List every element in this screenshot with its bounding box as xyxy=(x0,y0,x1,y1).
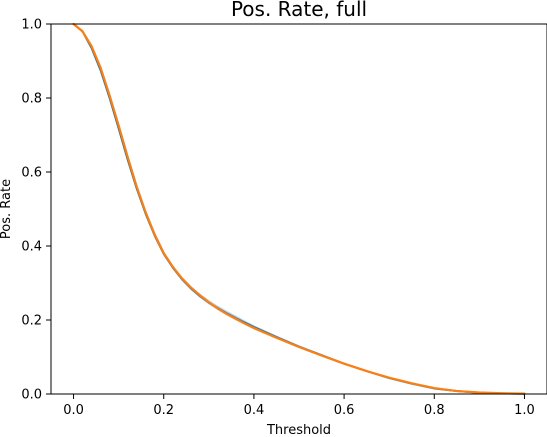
chart-title: Pos. Rate, full xyxy=(231,0,367,21)
x-tick-label: 0.2 xyxy=(153,403,174,418)
y-tick-label: 0.6 xyxy=(21,166,42,181)
y-tick-label: 0.0 xyxy=(21,388,42,403)
x-tick-label: 0.8 xyxy=(424,403,445,418)
axes-frame xyxy=(50,23,547,395)
x-tick-label: 0.4 xyxy=(244,403,265,418)
x-axis-ticks: 0.0 0.2 0.4 0.6 0.8 1.0 xyxy=(63,394,535,418)
y-axis-label: Pos. Rate xyxy=(0,179,14,239)
series-line-1 xyxy=(72,23,526,395)
x-tick-label: 1.0 xyxy=(514,403,535,418)
x-tick-label: 0.0 xyxy=(63,403,84,418)
y-tick-label: 0.8 xyxy=(21,92,42,107)
confidence-band xyxy=(73,24,525,394)
y-axis-ticks: 0.0 0.2 0.4 0.6 0.8 1.0 xyxy=(21,18,51,403)
y-tick-label: 1.0 xyxy=(21,18,42,33)
plot-area xyxy=(72,22,526,395)
y-tick-label: 0.2 xyxy=(21,314,42,329)
series-line-2 xyxy=(72,22,526,395)
x-axis-label: Threshold xyxy=(266,423,331,437)
y-tick-label: 0.4 xyxy=(21,240,42,255)
x-tick-label: 0.6 xyxy=(334,403,355,418)
